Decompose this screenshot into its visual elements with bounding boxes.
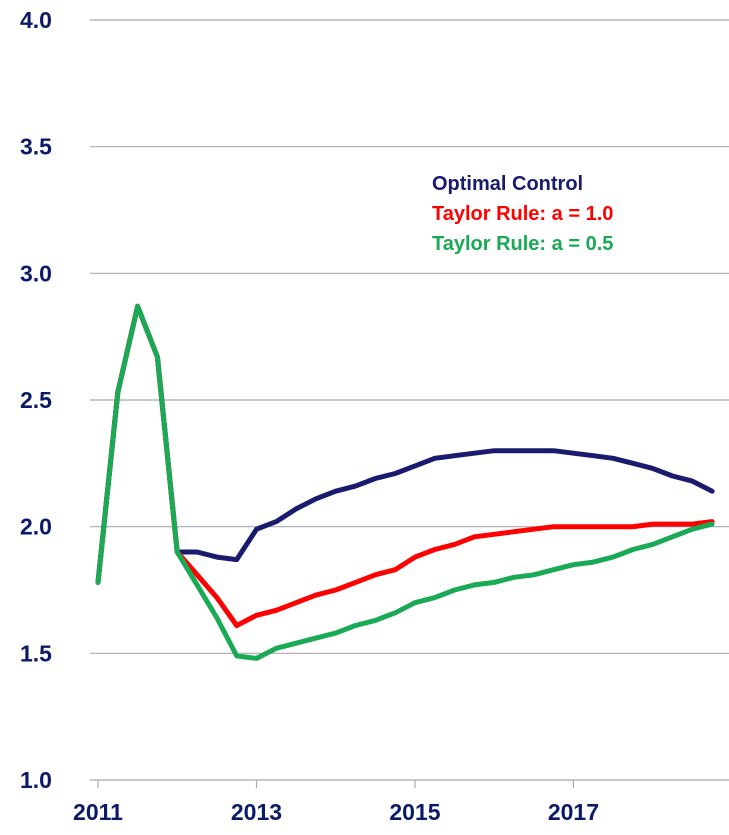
legend-entry-1: Taylor Rule: a = 1.0 <box>432 203 613 225</box>
y-tick-label: 1.5 <box>20 640 52 666</box>
y-tick-label: 3.5 <box>20 134 52 160</box>
y-tick-label: 4.0 <box>20 7 52 33</box>
legend-entry-2: Taylor Rule: a = 0.5 <box>432 233 613 255</box>
y-axis-tick-labels: 4.0 3.5 3.0 2.5 2.0 1.5 1.0 <box>20 7 52 793</box>
series-line-2 <box>95 303 715 661</box>
series-line-0 <box>95 303 715 585</box>
y-tick-label: 2.5 <box>20 387 52 413</box>
gridlines <box>90 19 729 781</box>
x-axis-tick-labels: 2011 2013 2015 2017 <box>73 780 599 825</box>
x-tick-label: 2015 <box>389 799 440 825</box>
x-tick-label: 2017 <box>548 799 599 825</box>
x-tick-label: 2013 <box>231 799 282 825</box>
series-line-1 <box>95 303 715 628</box>
series-lines <box>95 303 715 661</box>
y-tick-label: 3.0 <box>20 260 52 286</box>
x-tick-label: 2011 <box>73 799 123 825</box>
legend: Optimal Control Taylor Rule: a = 1.0 Taylo… <box>432 173 613 255</box>
y-tick-label: 2.0 <box>20 514 52 540</box>
legend-entry-0: Optimal Control <box>432 173 583 195</box>
y-tick-label: 1.0 <box>20 767 52 793</box>
